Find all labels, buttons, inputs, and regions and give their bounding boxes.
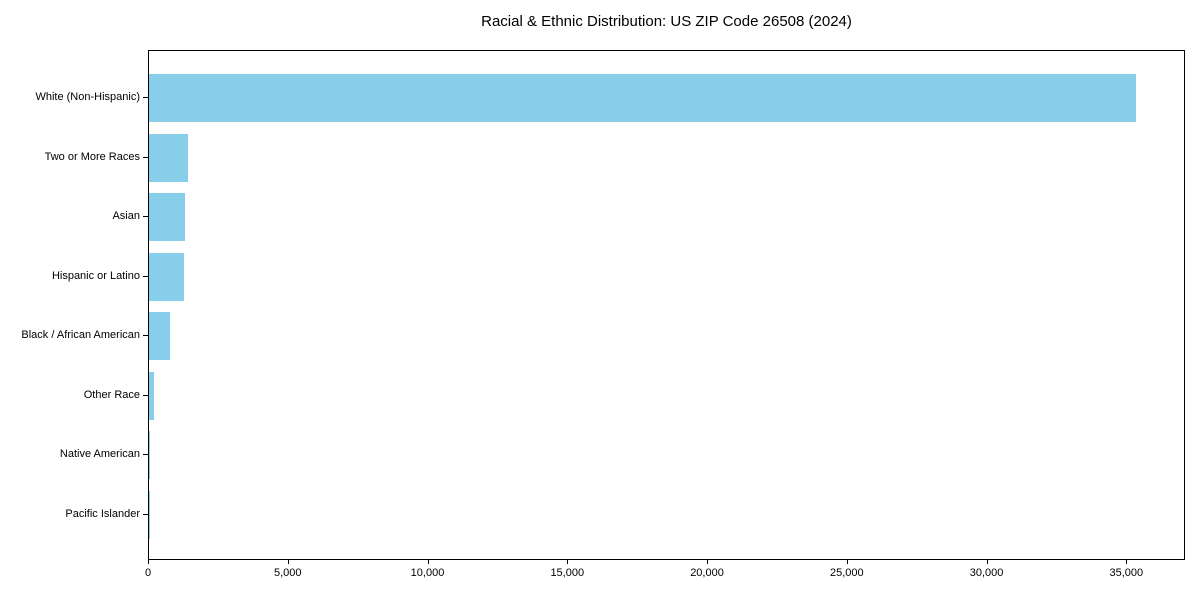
- y-tick-mark: [143, 275, 148, 277]
- x-tick-label: 25,000: [829, 567, 864, 579]
- x-tick-label: 10,000: [410, 567, 445, 579]
- x-tick-mark: [986, 560, 988, 564]
- y-axis-label: Native American: [59, 448, 140, 461]
- bar: [149, 431, 150, 480]
- bar: [149, 193, 186, 242]
- x-tick-mark: [148, 560, 149, 564]
- y-axis-label: Black / African American: [21, 329, 140, 342]
- x-tick-mark: [427, 560, 429, 564]
- y-tick-mark: [143, 216, 148, 218]
- x-tick-mark: [287, 560, 289, 564]
- bar: [149, 74, 1136, 122]
- x-tick-label: 30,000: [969, 567, 1004, 579]
- x-tick-label: 20,000: [690, 567, 724, 579]
- y-tick-mark: [143, 454, 148, 456]
- x-tick-label: 15,000: [550, 567, 585, 579]
- x-tick-mark: [1126, 560, 1128, 564]
- y-tick-mark: [143, 156, 148, 158]
- x-tick-label: 5,000: [273, 567, 302, 579]
- y-axis-label: White (Non-Hispanic): [35, 91, 140, 103]
- x-tick-mark: [707, 560, 709, 564]
- bar: [149, 371, 154, 420]
- y-axis-label: Two or More Races: [44, 150, 140, 163]
- y-axis-label: Asian: [112, 210, 140, 223]
- plot-area: [148, 50, 1185, 560]
- bar: [149, 312, 170, 361]
- bar: [149, 133, 188, 182]
- x-tick-mark: [567, 560, 569, 564]
- x-tick-label: 35,000: [1109, 567, 1144, 579]
- y-tick-mark: [143, 97, 148, 98]
- y-axis-label: Other Race: [83, 388, 140, 401]
- x-tick-mark: [846, 560, 848, 564]
- y-axis-label: Pacific Islander: [65, 507, 140, 520]
- x-tick-label: 0: [144, 567, 152, 579]
- chart-title: Racial & Ethnic Distribution: US ZIP Cod…: [481, 13, 852, 30]
- y-tick-mark: [143, 513, 148, 515]
- y-axis-label: Hispanic or Latino: [51, 269, 140, 282]
- bar: [149, 252, 185, 301]
- y-tick-mark: [143, 335, 148, 337]
- y-tick-mark: [143, 394, 148, 396]
